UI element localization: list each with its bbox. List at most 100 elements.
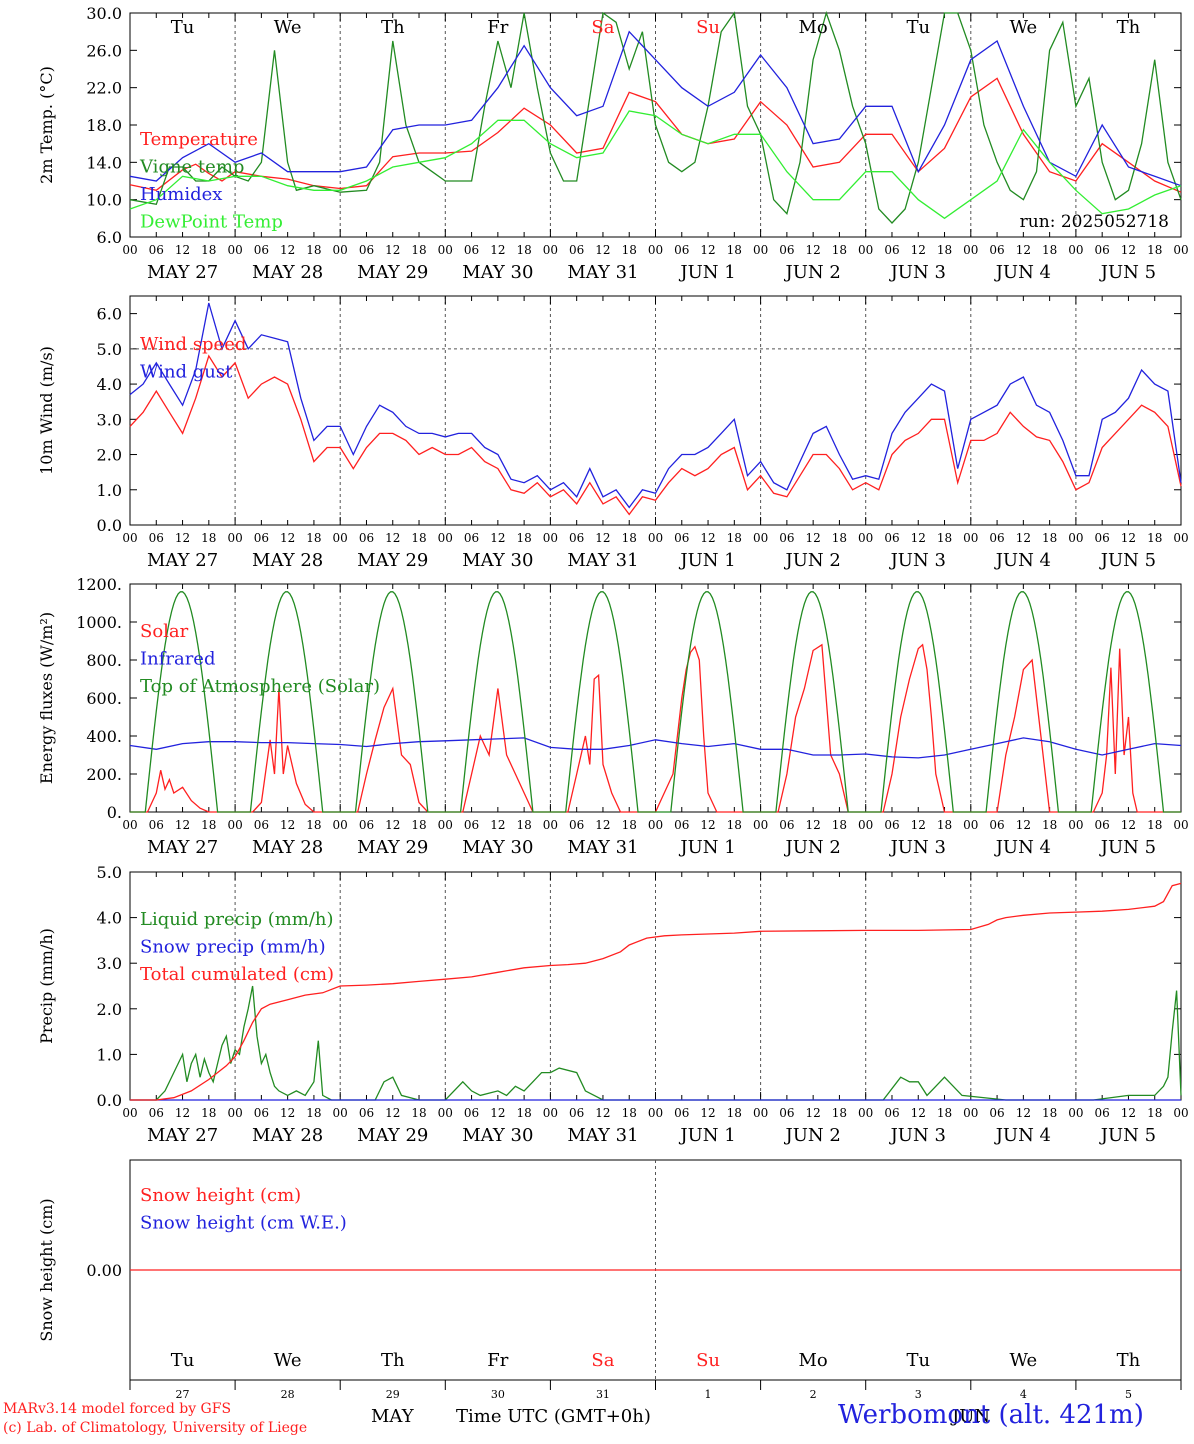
- panel-2-hour-label: 06: [254, 818, 269, 832]
- panel-0-hour-label: 00: [333, 243, 348, 257]
- panel-0-hour-label: 12: [911, 243, 926, 257]
- panel-2-hour-label: 00: [753, 818, 768, 832]
- panel-1-hour-label: 12: [806, 531, 821, 545]
- panel-0-date-label: JUN 2: [783, 262, 840, 283]
- panel-1-date-label: MAY 31: [567, 550, 638, 571]
- panel-2-hour-label: 00: [122, 818, 137, 832]
- panel-0-y-tick-label: 30.0: [86, 4, 122, 23]
- panel-0-weekday-label: Sa: [591, 17, 614, 38]
- panel-2-y-tick-label: 200.: [86, 765, 122, 784]
- panel-1-y-tick-label: 1.0: [97, 481, 122, 500]
- series-3-0-line: [130, 985, 1182, 1101]
- panel-3-y-tick-label: 4.0: [97, 909, 122, 928]
- panel-0-hour-label: 18: [201, 243, 216, 257]
- panel-3-hour-label: 00: [227, 1106, 242, 1120]
- panel-0-hour-label: 06: [1095, 243, 1110, 257]
- panel-2-hour-label: 18: [1147, 818, 1162, 832]
- panel-1-hour-label: 18: [622, 531, 637, 545]
- panel-1-y-tick-label: 2.0: [97, 446, 122, 465]
- panel-3-legend-entry: Snow precip (mm/h): [140, 937, 326, 958]
- panel-1-hour-label: 06: [779, 531, 794, 545]
- panel-0-hour-label: 06: [674, 243, 689, 257]
- panel-2-hour-label: 12: [175, 818, 190, 832]
- panel-3-y-tick-label: 1.0: [97, 1045, 122, 1064]
- panel-2-hour-label: 18: [516, 818, 531, 832]
- panel-0-y-tick-label: 18.0: [86, 116, 122, 135]
- series-1-0-line: [129, 354, 1182, 516]
- panel-2-y-axis-label: Energy fluxes (W/m²): [37, 612, 56, 784]
- panel-0-hour-label: 18: [1147, 243, 1162, 257]
- panel-0-hour-label: 12: [595, 243, 610, 257]
- panel-2-y-tick-label: 1000.: [76, 613, 122, 632]
- panel-1-hour-label: 00: [1173, 531, 1188, 545]
- panel-2-hour-label: 06: [989, 818, 1004, 832]
- panel-0-run-annotation: run: 2025052718: [1020, 212, 1169, 232]
- panel-3-hour-label: 18: [622, 1106, 637, 1120]
- panel-2-date-label: JUN 3: [889, 837, 946, 858]
- series-2-2-line: [130, 591, 1181, 813]
- panel-4-weekday-label: Tu: [171, 1350, 195, 1371]
- panel-1-hour-label: 18: [1147, 531, 1162, 545]
- panel-1-hour-label: 12: [385, 531, 400, 545]
- panel-1-hour-label: 12: [1016, 531, 1031, 545]
- panel-1-hour-label: 12: [700, 531, 715, 545]
- panel-3-date-label: JUN 3: [889, 1125, 946, 1146]
- panel-1-hour-label: 12: [911, 531, 926, 545]
- panel-2-hour-label: 00: [1068, 818, 1083, 832]
- panel-2-hour-label: 18: [1042, 818, 1057, 832]
- panel-1-hour-label: 00: [438, 531, 453, 545]
- panel-3-hour-label: 06: [779, 1106, 794, 1120]
- panel-4-y-tick-label: 0.00: [86, 1261, 122, 1280]
- panel-0-weekday-label: We: [274, 17, 302, 38]
- panel-2-hour-label: 06: [884, 818, 899, 832]
- panel-0-hour-label: 00: [1173, 243, 1188, 257]
- panel-2-hour-label: 12: [1016, 818, 1031, 832]
- panel-4-legend-entry: Snow height (cm): [140, 1185, 301, 1206]
- panel-3-legend-entry: Liquid precip (mm/h): [140, 909, 334, 930]
- panel-1-hour-label: 00: [543, 531, 558, 545]
- panel-3-hour-label: 00: [963, 1106, 978, 1120]
- station-label: Werbomont (alt. 421m): [838, 1400, 1144, 1430]
- panel-0-weekday-label: Mo: [799, 17, 828, 38]
- panel-1-hour-label: 12: [175, 531, 190, 545]
- panel-1-hour-label: 18: [201, 531, 216, 545]
- panel-2-y-tick-label: 400.: [86, 727, 122, 746]
- panel-3-date-label: MAY 30: [462, 1125, 533, 1146]
- panel-3-y-tick-label: 2.0: [97, 1000, 122, 1019]
- panel-0-y-tick-label: 22.0: [86, 79, 122, 98]
- panel-1-hour-label: 00: [858, 531, 873, 545]
- panel-2-y-tick-label: 1200.: [76, 575, 122, 594]
- panel-1-legend-entry: Wind gust: [140, 362, 233, 383]
- panel-2-date-label: MAY 30: [462, 837, 533, 858]
- panel-1-hour-label: 12: [490, 531, 505, 545]
- panel-2-date-label: JUN 5: [1099, 837, 1156, 858]
- panel-4-day-number: 30: [491, 1388, 505, 1401]
- panel-3-hour-label: 18: [1042, 1106, 1057, 1120]
- panel-3-hour-label: 12: [1016, 1106, 1031, 1120]
- panel-0-y-tick-label: 14.0: [86, 153, 122, 172]
- panel-1-hour-label: 18: [1042, 531, 1057, 545]
- panel-3-hour-label: 18: [411, 1106, 426, 1120]
- panel-2-y-tick-label: 600.: [86, 689, 122, 708]
- panel-4-weekday-label: Tu: [906, 1350, 930, 1371]
- panel-3-date-label: JUN 2: [783, 1125, 840, 1146]
- panel-2-legend-entry: Infrared: [140, 649, 215, 670]
- panel-0-hour-label: 06: [359, 243, 374, 257]
- panel-3-hour-label: 00: [648, 1106, 663, 1120]
- panel-3-hour-label: 12: [385, 1106, 400, 1120]
- panel-2-hour-label: 18: [411, 818, 426, 832]
- series-1-1-line: [129, 302, 1182, 509]
- panel-1-hour-label: 06: [1095, 531, 1110, 545]
- panel-2-hour-label: 00: [543, 818, 558, 832]
- panel-1-hour-label: 06: [359, 531, 374, 545]
- panel-3-hour-label: 06: [1095, 1106, 1110, 1120]
- panel-3-y-axis-label: Precip (mm/h): [37, 928, 56, 1044]
- credit-lab: (c) Lab. of Climatology, University of L…: [3, 1420, 308, 1436]
- panel-3-hour-label: 12: [806, 1106, 821, 1120]
- panel-1-hour-label: 00: [1068, 531, 1083, 545]
- panel-1-date-label: JUN 5: [1099, 550, 1156, 571]
- panel-0-y-axis-label: 2m Temp. (°C): [37, 66, 56, 184]
- panel-2-hour-label: 00: [438, 818, 453, 832]
- panel-2-date-label: JUN 4: [994, 837, 1051, 858]
- panel-1-hour-label: 00: [963, 531, 978, 545]
